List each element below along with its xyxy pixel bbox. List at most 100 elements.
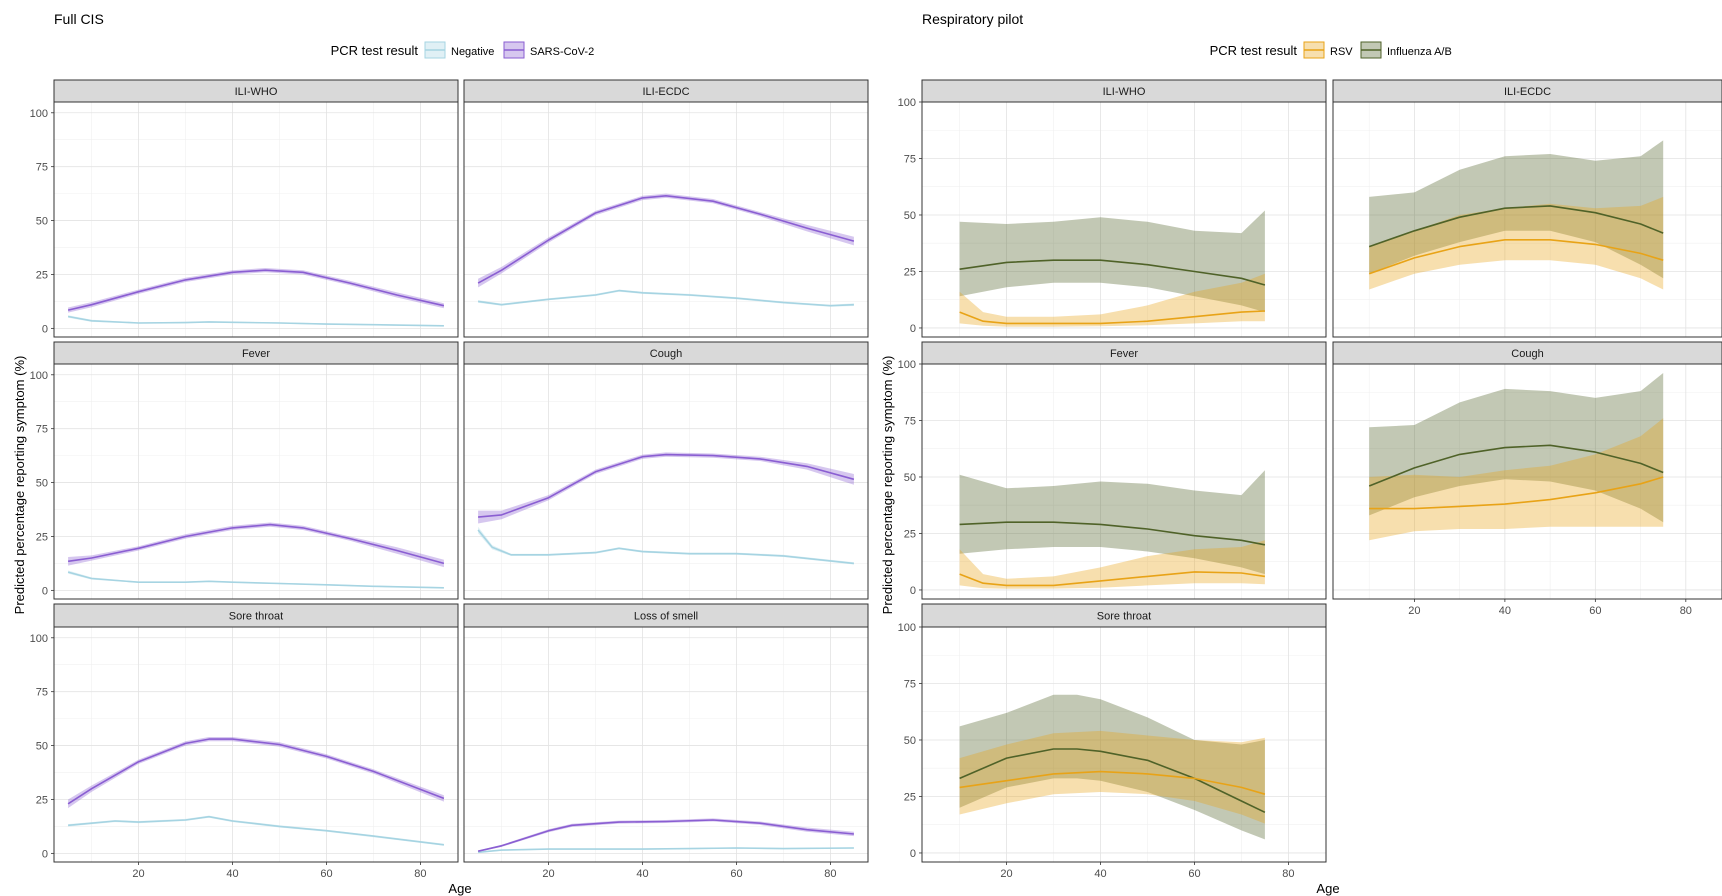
y-axis-title-respiratory-pilot: Predicted percentage reporting symptom (… xyxy=(880,356,895,615)
y-tick-label: 25 xyxy=(904,791,916,803)
y-tick-label: 100 xyxy=(898,359,916,371)
panel-full-cis-sore-throat: Sore throat 0 25 50 75 100 20 40 60 80 xyxy=(30,603,459,880)
series-line-rsv xyxy=(959,571,1266,587)
chart-title-full-cis: Full CIS xyxy=(54,11,104,27)
x-tick-label: 60 xyxy=(320,868,332,880)
x-tick-label: 20 xyxy=(1408,605,1420,617)
panel-border xyxy=(1332,101,1722,338)
panel-full-cis-loss-of-smell: Loss of smell 20 40 60 80 xyxy=(463,603,869,880)
x-axis-title-full-cis: Age xyxy=(448,881,471,896)
plot-area xyxy=(1368,140,1664,290)
panel-strip-label: Fever xyxy=(1110,348,1138,360)
y-tick-label: 100 xyxy=(30,370,48,382)
panel-background xyxy=(54,364,458,599)
series-line-sars-cov-2 xyxy=(67,523,445,565)
plot-area xyxy=(959,470,1266,589)
ribbon-influenza-a-b xyxy=(959,470,1265,575)
plot-area xyxy=(477,452,855,565)
ribbon-rsv xyxy=(959,730,1265,824)
y-tick-label: 75 xyxy=(904,415,916,427)
ribbon-rsv xyxy=(1369,418,1664,541)
panel-background xyxy=(1333,102,1722,337)
y-tick-label: 0 xyxy=(910,323,916,335)
ribbon-sars-cov-2 xyxy=(478,818,854,852)
x-tick-label: 40 xyxy=(226,868,238,880)
series-line-rsv xyxy=(959,310,1265,325)
panel-respiratory-pilot-sore-throat: Sore throat 0 25 50 75 100 20 40 60 80 xyxy=(898,603,1327,880)
y-tick-label: 0 xyxy=(910,848,916,860)
x-tick-label: 20 xyxy=(542,868,554,880)
plot-area xyxy=(477,193,855,307)
panel-background xyxy=(464,364,868,599)
y-tick-label: 75 xyxy=(36,162,48,174)
panel-respiratory-pilot-ili-ecdc: ILI-ECDC xyxy=(1332,79,1722,338)
panel-full-cis-ili-who: ILI-WHO 0 25 50 75 100 xyxy=(30,79,459,338)
y-tick-label: 25 xyxy=(904,266,916,278)
series-line-sars-cov-2 xyxy=(477,819,854,852)
plot-area xyxy=(67,268,445,327)
y-tick-label: 0 xyxy=(42,323,48,335)
ribbon-influenza-a-b xyxy=(959,694,1265,840)
series-line-negative xyxy=(477,289,854,307)
series-line-sars-cov-2 xyxy=(477,195,855,284)
legend-full-cis: PCR test result Negative SARS-CoV-2 xyxy=(331,41,594,59)
series-line-negative xyxy=(67,315,444,327)
y-tick-label: 100 xyxy=(30,633,48,645)
plot-area xyxy=(67,737,445,846)
panel-strip-label: Cough xyxy=(1511,348,1543,360)
ribbon-rsv xyxy=(959,273,1265,327)
panel-strip-label: Fever xyxy=(242,348,270,360)
plot-area xyxy=(959,694,1266,840)
legend-label-negative: Negative xyxy=(451,46,494,58)
legend-title: PCR test result xyxy=(1210,43,1298,58)
series-line-rsv xyxy=(959,770,1266,795)
series-line-influenza-a-b xyxy=(959,748,1266,814)
panel-background xyxy=(1333,364,1722,599)
legend-label-influenza-ab: Influenza A/B xyxy=(1387,46,1452,58)
ribbon-rsv xyxy=(1369,196,1664,290)
panel-border xyxy=(53,363,459,600)
plot-area xyxy=(1368,373,1664,541)
ribbon-sars-cov-2 xyxy=(68,522,444,568)
series-line-sars-cov-2 xyxy=(478,453,855,518)
panel-border xyxy=(1332,363,1722,600)
panel-background xyxy=(922,102,1326,337)
panel-background xyxy=(54,102,458,337)
x-tick-label: 80 xyxy=(414,868,426,880)
series-line-negative xyxy=(67,571,444,589)
panel-strip-label: ILI-ECDC xyxy=(642,86,689,98)
y-tick-label: 25 xyxy=(36,531,48,543)
x-tick-label: 20 xyxy=(1000,868,1012,880)
y-tick-label: 100 xyxy=(898,622,916,634)
panel-strip-label: Sore throat xyxy=(229,611,283,623)
y-tick-label: 50 xyxy=(904,472,916,484)
panel-strip-label: Cough xyxy=(650,348,682,360)
panel-background xyxy=(922,364,1326,599)
panels-layer: ILI-WHO 0 25 50 75 100 ILI-ECDC Fever 0 25 50 75 100… xyxy=(30,79,1722,880)
y-tick-label: 50 xyxy=(36,741,48,753)
y-tick-label: 50 xyxy=(904,735,916,747)
panel-strip-label: ILI-WHO xyxy=(1103,86,1146,98)
y-tick-label: 75 xyxy=(904,678,916,690)
panel-border xyxy=(463,626,869,863)
y-tick-label: 75 xyxy=(36,424,48,436)
series-line-influenza-a-b xyxy=(959,259,1266,286)
panel-strip-label: ILI-WHO xyxy=(235,86,278,98)
y-tick-label: 100 xyxy=(30,108,48,120)
panel-respiratory-pilot-cough: Cough 20 40 60 80 xyxy=(1332,341,1722,617)
legend-respiratory-pilot: PCR test result RSV Influenza A/B xyxy=(1210,41,1452,59)
series-line-rsv xyxy=(1369,476,1664,510)
y-tick-label: 75 xyxy=(36,687,48,699)
panel-full-cis-fever: Fever 0 25 50 75 100 xyxy=(30,341,459,600)
y-tick-label: 25 xyxy=(36,794,48,806)
legend-label-rsv: RSV xyxy=(1330,46,1353,58)
panel-strip-label: Loss of smell xyxy=(634,611,698,623)
panel-full-cis-cough: Cough xyxy=(463,341,869,600)
x-tick-label: 40 xyxy=(1499,605,1511,617)
ribbon-influenza-a-b xyxy=(1369,140,1664,279)
panel-respiratory-pilot-fever: Fever 0 25 50 75 100 xyxy=(898,341,1327,600)
panel-background xyxy=(464,627,868,862)
y-tick-label: 25 xyxy=(904,528,916,540)
y-tick-label: 0 xyxy=(42,585,48,597)
